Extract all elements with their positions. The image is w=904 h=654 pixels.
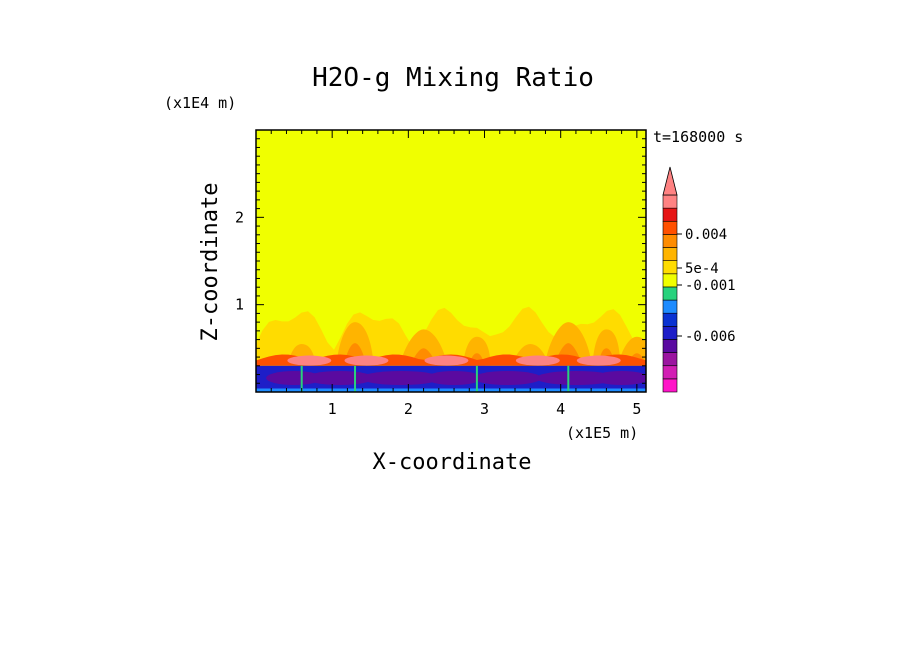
- colorbar-swatch: [662, 378, 678, 393]
- dry-layer-purple: [473, 371, 542, 386]
- colorbar-swatch: [662, 312, 678, 327]
- x-tick-label: 3: [480, 400, 489, 418]
- x-axis-unit: (x1E5 m): [566, 424, 638, 442]
- x-tick-label: 5: [632, 400, 641, 418]
- surface-streak: [300, 365, 303, 392]
- colorbar-swatch: [662, 286, 678, 301]
- colorbar-swatch: [662, 234, 678, 248]
- colorbar-label: -0.001: [685, 278, 736, 294]
- moist-layer-pink: [287, 355, 332, 366]
- time-label: t=168000 s: [653, 128, 743, 146]
- colorbar-label: -0.006: [685, 329, 736, 345]
- colorbar-swatch: [662, 207, 678, 222]
- moist-layer-pink: [424, 355, 469, 366]
- colorbar-swatch: [662, 273, 678, 288]
- colorbar-swatch: [662, 220, 678, 235]
- dry-layer-purple: [535, 371, 616, 386]
- y-tick-label: 1: [235, 296, 244, 314]
- dry-layer-purple: [305, 371, 374, 386]
- y-axis-label: Z-coordinate: [198, 183, 223, 342]
- colorbar-swatch: [662, 260, 678, 275]
- x-axis-label: X-coordinate: [373, 450, 532, 475]
- x-tick-label: 2: [404, 400, 413, 418]
- surface-streak: [354, 365, 357, 392]
- colorbar-extend-arrow: [662, 166, 678, 196]
- moist-layer-pink: [515, 355, 560, 366]
- moist-layer-pink: [576, 355, 621, 366]
- colorbar-label: 0.004: [685, 227, 727, 243]
- colorbar-swatch: [662, 365, 678, 380]
- moist-layer-pink: [344, 355, 389, 366]
- dry-layer-purple: [266, 371, 323, 386]
- colorbar-swatch: [662, 299, 678, 314]
- colorbar-swatch: [662, 194, 678, 209]
- y-tick-label: 2: [235, 208, 244, 226]
- surface-strip: [256, 388, 646, 392]
- colorbar-label: 5e-4: [685, 261, 719, 277]
- surface-streak: [567, 365, 570, 392]
- surface-streak: [475, 365, 478, 392]
- x-tick-label: 1: [328, 400, 337, 418]
- dry-layer-purple: [426, 371, 483, 386]
- dry-layer-purple: [360, 371, 441, 386]
- colorbar-swatch: [662, 339, 678, 353]
- y-axis-unit: (x1E4 m): [164, 94, 236, 112]
- colorbar-swatch: [662, 326, 678, 340]
- x-tick-label: 4: [556, 400, 565, 418]
- colorbar-swatch: [662, 247, 678, 261]
- chart-title: H2O-g Mixing Ratio: [312, 63, 594, 93]
- colorbar-swatch: [662, 352, 678, 367]
- dry-layer-purple: [593, 371, 646, 386]
